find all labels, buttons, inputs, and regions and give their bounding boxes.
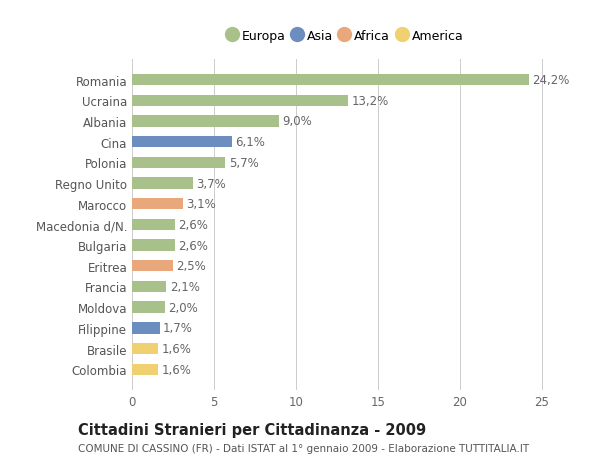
Bar: [132, 95, 348, 106]
Text: 2,5%: 2,5%: [176, 260, 206, 273]
Text: 3,7%: 3,7%: [196, 177, 226, 190]
Bar: [132, 323, 160, 334]
Text: 6,1%: 6,1%: [235, 136, 265, 149]
Text: 1,6%: 1,6%: [161, 342, 191, 355]
Text: 13,2%: 13,2%: [352, 95, 389, 107]
Bar: [132, 178, 193, 189]
Text: 9,0%: 9,0%: [283, 115, 313, 128]
Text: 2,6%: 2,6%: [178, 218, 208, 231]
Bar: [132, 116, 280, 127]
Bar: [132, 219, 175, 230]
Bar: [132, 364, 158, 375]
Text: 24,2%: 24,2%: [532, 74, 569, 87]
Text: Cittadini Stranieri per Cittadinanza - 2009: Cittadini Stranieri per Cittadinanza - 2…: [78, 422, 426, 437]
Text: 1,6%: 1,6%: [161, 363, 191, 376]
Text: 2,0%: 2,0%: [168, 301, 198, 314]
Bar: [132, 343, 158, 354]
Legend: Europa, Asia, Africa, America: Europa, Asia, Africa, America: [223, 26, 467, 47]
Bar: [132, 281, 166, 292]
Text: 5,7%: 5,7%: [229, 157, 259, 169]
Text: 1,7%: 1,7%: [163, 322, 193, 335]
Bar: [132, 302, 165, 313]
Text: COMUNE DI CASSINO (FR) - Dati ISTAT al 1° gennaio 2009 - Elaborazione TUTTITALIA: COMUNE DI CASSINO (FR) - Dati ISTAT al 1…: [78, 443, 529, 453]
Bar: [132, 199, 183, 210]
Bar: [132, 240, 175, 251]
Text: 3,1%: 3,1%: [186, 198, 216, 211]
Bar: [132, 75, 529, 86]
Bar: [132, 261, 173, 272]
Text: 2,1%: 2,1%: [170, 280, 200, 293]
Text: 2,6%: 2,6%: [178, 239, 208, 252]
Bar: [132, 137, 232, 148]
Bar: [132, 157, 226, 168]
